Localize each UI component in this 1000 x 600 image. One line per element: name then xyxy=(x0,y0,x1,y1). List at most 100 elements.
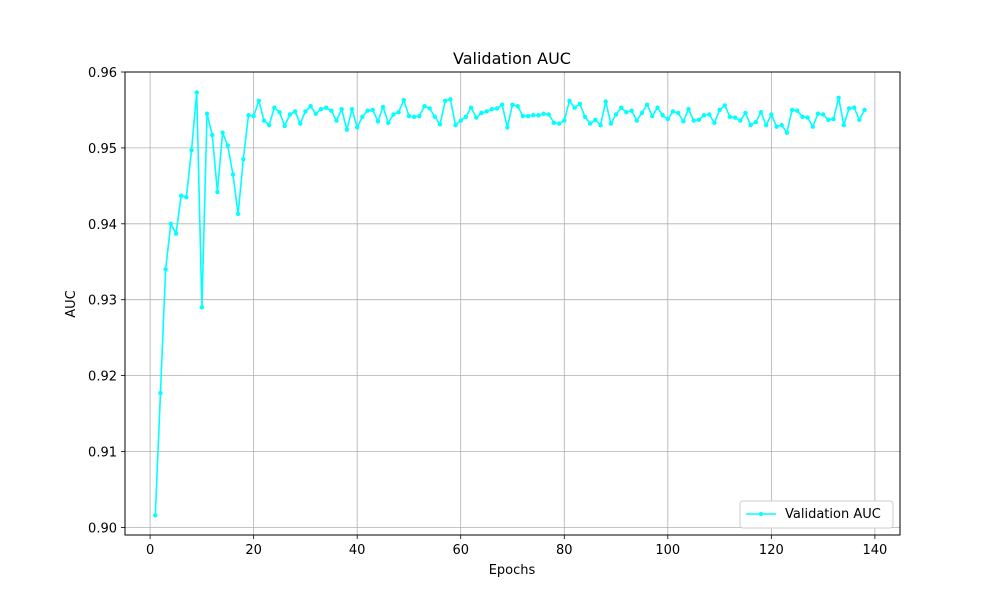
data-point xyxy=(479,110,484,116)
data-point xyxy=(619,105,624,110)
x-axis-label: Epochs xyxy=(489,563,536,578)
y-tick-label: 0.92 xyxy=(88,370,117,385)
data-point xyxy=(681,119,686,124)
data-point xyxy=(458,118,463,123)
data-point xyxy=(774,124,779,129)
data-point xyxy=(406,113,412,119)
data-point xyxy=(691,118,696,123)
data-point xyxy=(836,95,841,101)
data-point xyxy=(598,122,603,128)
data-point xyxy=(360,114,365,119)
data-point xyxy=(396,110,401,115)
data-point xyxy=(334,118,339,123)
data-point xyxy=(261,118,267,123)
data-point xyxy=(515,103,520,109)
data-point xyxy=(675,110,681,116)
data-point xyxy=(525,113,531,119)
data-point xyxy=(655,105,660,110)
data-point xyxy=(727,114,733,119)
data-point xyxy=(318,106,324,112)
y-tick-label: 0.93 xyxy=(88,294,117,309)
data-point xyxy=(484,109,489,114)
data-point xyxy=(665,116,671,122)
data-point xyxy=(380,104,386,110)
data-point xyxy=(789,107,795,113)
data-point xyxy=(779,122,784,128)
data-point xyxy=(163,267,168,272)
y-tick-label: 0.94 xyxy=(88,218,117,233)
data-point xyxy=(251,113,256,119)
data-point xyxy=(712,120,717,126)
data-point xyxy=(686,106,691,112)
data-point xyxy=(717,107,722,113)
data-point xyxy=(417,113,422,119)
data-point xyxy=(815,111,821,116)
x-tick-label: 100 xyxy=(655,543,680,558)
data-point xyxy=(738,118,743,123)
y-tick-label: 0.95 xyxy=(88,142,117,157)
data-point xyxy=(644,102,650,107)
data-point xyxy=(520,113,526,119)
data-point xyxy=(427,106,432,111)
series-layer xyxy=(153,90,867,518)
data-point xyxy=(660,113,665,118)
data-point xyxy=(246,113,251,118)
data-point xyxy=(349,106,355,112)
data-point xyxy=(153,513,158,518)
x-tick-label: 40 xyxy=(349,543,366,558)
data-point xyxy=(556,121,562,126)
data-point xyxy=(639,110,645,116)
data-point xyxy=(235,211,241,217)
data-point xyxy=(587,121,593,126)
data-point xyxy=(230,172,236,177)
data-point xyxy=(448,97,453,102)
data-point xyxy=(391,112,396,117)
data-point xyxy=(841,122,847,128)
legend-label: Validation AUC xyxy=(785,507,881,522)
data-point xyxy=(272,105,277,110)
data-point xyxy=(266,122,272,128)
data-point xyxy=(810,124,815,129)
data-point xyxy=(769,112,774,117)
data-point xyxy=(178,193,184,198)
data-point xyxy=(474,115,479,120)
data-point xyxy=(826,117,831,123)
data-point xyxy=(422,103,427,109)
data-point xyxy=(857,117,862,123)
data-point xyxy=(505,125,510,130)
data-point xyxy=(282,123,287,129)
data-point xyxy=(277,110,282,115)
data-point xyxy=(256,98,262,104)
data-point xyxy=(541,111,546,116)
data-point xyxy=(194,90,199,95)
x-tick-label: 140 xyxy=(862,543,887,558)
plot-frame xyxy=(124,71,901,536)
data-point xyxy=(204,111,210,116)
data-point xyxy=(820,112,826,117)
data-point xyxy=(329,108,334,113)
data-point xyxy=(298,121,303,126)
y-tick-label: 0.90 xyxy=(88,521,117,536)
data-point xyxy=(603,99,608,104)
data-point xyxy=(489,106,494,112)
data-point xyxy=(323,105,329,110)
data-point xyxy=(411,114,417,119)
data-point xyxy=(158,390,163,396)
data-point xyxy=(722,103,727,108)
data-point xyxy=(608,121,614,126)
data-point xyxy=(184,195,189,200)
data-point xyxy=(215,189,220,195)
plot-background xyxy=(125,72,900,535)
data-point xyxy=(220,130,225,135)
data-point xyxy=(562,118,567,123)
data-point xyxy=(536,113,541,118)
data-point xyxy=(339,106,344,112)
legend-box xyxy=(739,500,894,529)
data-point xyxy=(670,109,676,114)
data-point xyxy=(851,105,857,110)
data-point xyxy=(846,106,852,111)
data-point xyxy=(443,98,448,104)
data-point xyxy=(582,114,588,119)
data-point xyxy=(499,102,505,107)
